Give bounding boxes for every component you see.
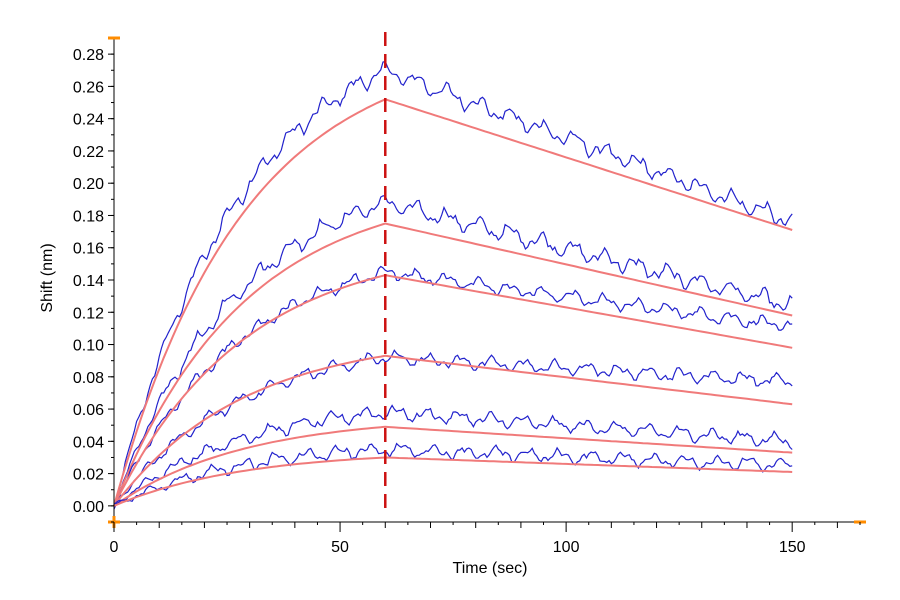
y-tick-label: 0.12	[73, 305, 104, 322]
y-tick-label: 0.28	[73, 47, 104, 64]
x-axis-label: Time (sec)	[453, 560, 528, 577]
series-fit-4	[113, 354, 793, 507]
y-tick-label: 0.26	[73, 79, 104, 96]
x-tick-label: 100	[553, 539, 580, 556]
series-measured-2	[113, 195, 793, 509]
y-tick-label: 0.24	[73, 112, 104, 129]
series-measured-3	[113, 265, 793, 510]
y-tick-label: 0.04	[73, 434, 104, 451]
series-fit-5	[113, 425, 793, 507]
series-fit-1	[113, 98, 793, 507]
y-tick-label: 0.06	[73, 402, 104, 419]
y-tick-label: 0.02	[73, 467, 104, 484]
series-measured-5	[113, 404, 793, 506]
y-tick-label: 0.08	[73, 370, 104, 387]
y-tick-label: 0.00	[73, 499, 104, 516]
axes: 0.00 0.02 0.04 0.06 0.08 0.10 0.12 0.14 0.16 0.18…	[73, 36, 866, 556]
y-tick-label: 0.20	[73, 176, 104, 193]
x-tick-label: 150	[779, 539, 806, 556]
x-tick-label: 0	[110, 539, 119, 556]
plot-area	[113, 32, 793, 512]
series-fit-2	[113, 222, 793, 507]
y-tick-label: 0.16	[73, 241, 104, 258]
y-axis-label: Shift (nm)	[39, 243, 56, 312]
series-measured-6	[113, 442, 793, 505]
x-tick-label: 50	[331, 539, 349, 556]
y-tick-label: 0.22	[73, 144, 104, 161]
y-tick-label: 0.18	[73, 208, 104, 225]
series-measured-4	[113, 349, 793, 506]
series-measured-1	[113, 60, 793, 507]
y-tick-label: 0.10	[73, 338, 104, 355]
y-tick-label: 0.14	[73, 273, 104, 290]
series-fit-3	[113, 274, 793, 507]
series-fit-6	[113, 456, 793, 507]
